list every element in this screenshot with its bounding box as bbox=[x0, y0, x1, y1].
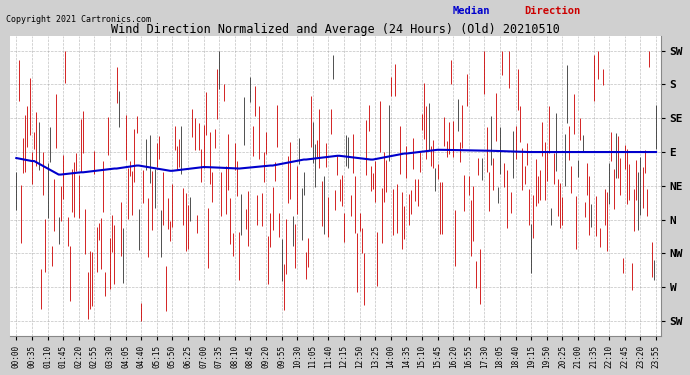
Text: Median: Median bbox=[452, 6, 490, 16]
Text: Copyright 2021 Cartronics.com: Copyright 2021 Cartronics.com bbox=[6, 15, 151, 24]
Title: Wind Direction Normalized and Average (24 Hours) (Old) 20210510: Wind Direction Normalized and Average (2… bbox=[110, 23, 560, 36]
Text: Direction: Direction bbox=[524, 6, 580, 16]
